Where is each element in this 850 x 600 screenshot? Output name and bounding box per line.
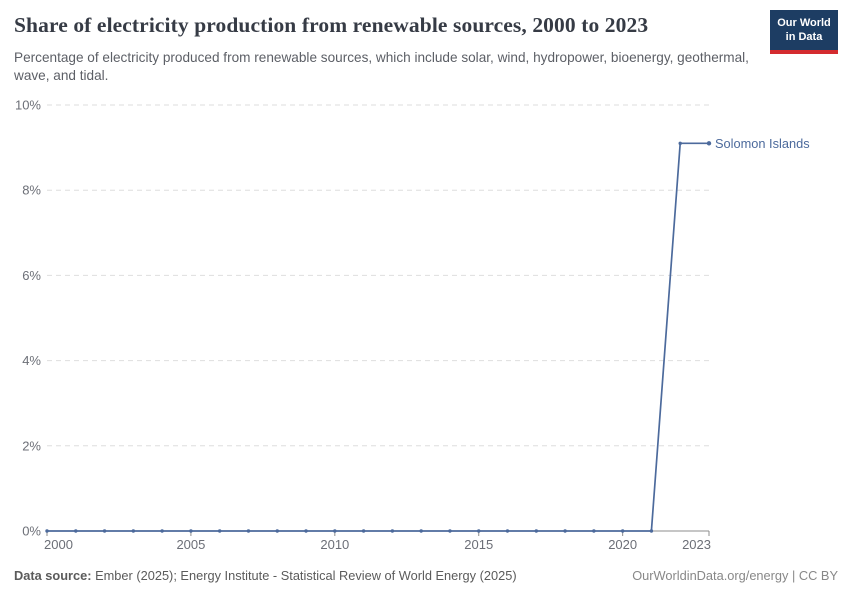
x-tick-label: 2010	[320, 537, 349, 552]
data-point	[160, 529, 164, 533]
data-source: Data source: Ember (2025); Energy Instit…	[14, 568, 517, 583]
data-point	[131, 529, 136, 533]
data-point	[275, 529, 279, 533]
x-tick-label: 2023	[682, 537, 711, 552]
owid-logo[interactable]: Our World in Data	[770, 10, 838, 54]
data-point	[102, 529, 107, 533]
x-tick-label: 2000	[44, 537, 73, 552]
owid-logo-line2: in Data	[785, 31, 823, 44]
data-point	[563, 529, 567, 533]
chart-subtitle: Percentage of electricity produced from …	[14, 50, 749, 84]
data-source-text: Ember (2025); Energy Institute - Statist…	[91, 568, 517, 583]
data-point	[74, 529, 78, 533]
data-point	[419, 529, 423, 533]
owid-logo-line1: Our World	[777, 17, 831, 29]
y-tick-label: 8%	[22, 183, 41, 198]
data-point	[448, 529, 452, 533]
y-tick-label: 2%	[22, 438, 41, 453]
data-point	[246, 529, 251, 533]
y-tick-label: 6%	[22, 268, 41, 283]
credit-link[interactable]: OurWorldinData.org/energy | CC BY	[632, 568, 838, 583]
x-tick-label: 2005	[176, 537, 205, 552]
x-tick-label: 2020	[608, 537, 637, 552]
series-end-label: Solomon Islands	[715, 136, 810, 151]
y-tick-label: 0%	[22, 524, 41, 539]
data-point	[620, 529, 625, 533]
data-point	[534, 529, 539, 533]
data-point	[361, 529, 366, 533]
y-tick-label: 10%	[15, 98, 41, 113]
data-point	[592, 529, 596, 533]
chart-footer: Data source: Ember (2025); Energy Instit…	[14, 568, 838, 583]
data-point	[189, 529, 193, 533]
data-point	[678, 141, 682, 146]
page-title: Share of electricity production from ren…	[14, 13, 649, 37]
data-point	[304, 529, 308, 533]
x-tick-label: 2015	[464, 537, 493, 552]
data-point	[649, 529, 654, 533]
data-source-label: Data source:	[14, 568, 92, 583]
data-point	[706, 141, 712, 146]
data-point	[477, 529, 481, 533]
data-point	[217, 529, 222, 533]
data-point	[505, 529, 510, 533]
series-line	[47, 142, 709, 532]
data-point	[390, 529, 395, 533]
data-point	[45, 529, 49, 533]
data-point	[333, 529, 337, 533]
y-tick-label: 4%	[22, 353, 41, 368]
